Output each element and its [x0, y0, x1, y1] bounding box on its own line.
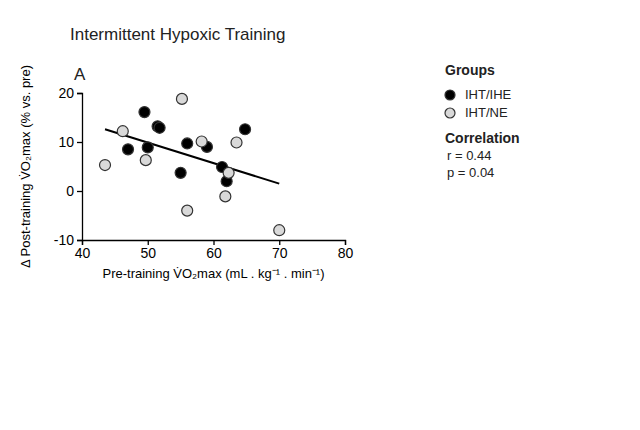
data-point [182, 138, 193, 149]
x-tick-label: 60 [206, 245, 222, 261]
x-tick-label: 50 [140, 245, 156, 261]
data-point [274, 225, 285, 236]
panel-label: A [74, 65, 86, 84]
legend-marker [445, 108, 455, 118]
data-point [220, 191, 231, 202]
y-tick-mark [77, 240, 82, 241]
x-tick: 40 [75, 240, 91, 261]
trend-line [105, 129, 279, 183]
x-axis: 40 50 60 70 80 [75, 240, 354, 261]
y-tick-label: 10 [58, 134, 74, 150]
data-point [154, 122, 165, 133]
data-point [117, 126, 128, 137]
data-point [123, 144, 134, 155]
chart: Intermittent Hypoxic Training A 40 50 60 70 80… [0, 0, 640, 430]
y-tick-mark [77, 191, 82, 192]
x-tick: 70 [272, 240, 288, 261]
data-point [176, 93, 187, 104]
data-point [175, 167, 186, 178]
x-tick: 50 [140, 240, 156, 261]
annotation: Correlation [445, 130, 520, 146]
x-tick: 80 [338, 240, 354, 261]
legend-title: Groups [445, 62, 495, 78]
y-tick-label: -10 [54, 232, 74, 248]
data-point [100, 160, 111, 171]
y-tick-label: 20 [58, 85, 74, 101]
x-tick-label: 40 [75, 245, 91, 261]
y-axis-line [77, 94, 83, 241]
data-point [231, 137, 242, 148]
y-tick-mark [77, 93, 82, 94]
data-point [142, 142, 153, 153]
data-point [240, 124, 251, 135]
y-tick: 20 [58, 85, 82, 101]
x-axis-title: Pre-training V̇O₂max (mL . kg⁻¹ . min⁻¹) [102, 266, 324, 281]
y-tick-mark [77, 142, 82, 143]
plot-area [100, 93, 285, 235]
y-axis-title: Δ Post-training V̇O₂max (% vs. pre) [18, 65, 33, 268]
x-tick: 60 [206, 240, 222, 261]
legend: Groups IHT/IHE IHT/NE Correlation r = 0.44 p … [445, 62, 520, 180]
legend-label: IHT/IHE [465, 87, 512, 102]
legend-label: IHT/NE [465, 105, 508, 120]
y-tick-label: 0 [66, 183, 74, 199]
annotation: p = 0.04 [447, 165, 494, 180]
annotation: r = 0.44 [447, 148, 491, 163]
data-point [140, 155, 151, 166]
x-tick-label: 70 [272, 245, 288, 261]
data-point [182, 205, 193, 216]
x-tick-label: 80 [338, 245, 354, 261]
data-point [196, 136, 207, 147]
y-tick: -10 [54, 232, 82, 248]
data-point [223, 167, 234, 178]
y-axis: -10 0 10 20 [54, 85, 83, 248]
chart-title: Intermittent Hypoxic Training [70, 25, 285, 44]
y-tick: 0 [66, 183, 82, 199]
data-point [139, 107, 150, 118]
legend-marker [445, 90, 455, 100]
y-tick: 10 [58, 134, 82, 150]
